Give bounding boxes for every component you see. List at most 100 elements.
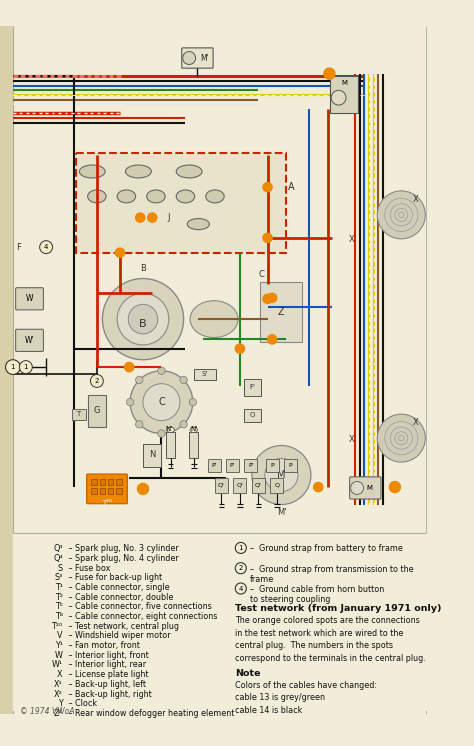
- Text: Colors of the cables have changed:
cable 13 is grey/green
cable 14 is black: Colors of the cables have changed: cable…: [235, 681, 377, 715]
- Circle shape: [263, 233, 272, 242]
- Text: P: P: [289, 463, 292, 468]
- Bar: [100, 488, 105, 495]
- Circle shape: [265, 459, 298, 492]
- Bar: [245, 379, 261, 395]
- Text: Y¹: Y¹: [55, 641, 63, 650]
- Text: Q⁴: Q⁴: [53, 554, 63, 563]
- Text: S: S: [58, 564, 63, 573]
- Bar: [245, 409, 261, 421]
- Text: J: J: [168, 213, 170, 222]
- Text: M': M': [200, 54, 209, 63]
- Bar: [143, 444, 162, 467]
- Text: – License plate light: – License plate light: [66, 670, 149, 679]
- Bar: [266, 460, 279, 472]
- FancyBboxPatch shape: [182, 48, 213, 68]
- Text: B: B: [139, 319, 147, 329]
- Text: – Fuse for back-up light: – Fuse for back-up light: [66, 573, 163, 583]
- Text: – Clock: – Clock: [66, 699, 98, 708]
- Bar: [108, 479, 113, 485]
- Text: – Back-up light, left: – Back-up light, left: [66, 680, 146, 689]
- Bar: [13, 533, 426, 710]
- Text: Note: Note: [235, 668, 261, 678]
- Circle shape: [117, 293, 169, 345]
- Ellipse shape: [190, 427, 198, 433]
- Text: W: W: [26, 295, 33, 304]
- Circle shape: [235, 344, 245, 354]
- Text: X: X: [349, 235, 355, 244]
- FancyBboxPatch shape: [16, 329, 43, 351]
- Text: –  Ground cable from horn button
to steering coupling: – Ground cable from horn button to steer…: [250, 585, 384, 604]
- Text: Q': Q': [237, 483, 243, 488]
- Circle shape: [331, 90, 346, 105]
- Bar: [116, 479, 122, 485]
- Bar: [260, 282, 301, 342]
- Text: X¹: X¹: [54, 680, 63, 689]
- Bar: [0, 25, 13, 714]
- Ellipse shape: [126, 165, 151, 178]
- Circle shape: [102, 278, 183, 360]
- Circle shape: [189, 398, 197, 406]
- Circle shape: [180, 421, 187, 428]
- Text: Y: Y: [58, 699, 63, 708]
- Bar: [270, 477, 283, 492]
- Text: Q': Q': [255, 483, 262, 488]
- Circle shape: [263, 183, 272, 192]
- Bar: [252, 477, 265, 492]
- Text: N: N: [149, 451, 155, 460]
- Circle shape: [128, 304, 158, 334]
- Text: W¹: W¹: [52, 660, 63, 669]
- Circle shape: [377, 414, 425, 462]
- Bar: [108, 488, 113, 495]
- Text: 4: 4: [238, 586, 243, 592]
- Text: Q: Q: [274, 483, 279, 488]
- Text: –  Ground strap from battery to frame: – Ground strap from battery to frame: [250, 545, 403, 554]
- Circle shape: [389, 481, 401, 492]
- FancyBboxPatch shape: [350, 477, 381, 499]
- Ellipse shape: [88, 190, 106, 203]
- Text: – Test network, central plug: – Test network, central plug: [66, 621, 180, 630]
- Text: – Cable connector, five connections: – Cable connector, five connections: [66, 602, 212, 612]
- Text: G: G: [94, 406, 100, 415]
- Text: A: A: [288, 182, 294, 192]
- Circle shape: [40, 241, 53, 254]
- Circle shape: [138, 484, 147, 494]
- Text: S': S': [202, 372, 208, 377]
- Bar: [91, 479, 97, 485]
- Text: – Fuse box: – Fuse box: [66, 564, 111, 573]
- Text: P': P': [211, 463, 217, 468]
- Bar: [215, 477, 228, 492]
- Text: 4: 4: [44, 244, 48, 250]
- Text: W': W': [25, 336, 34, 345]
- Ellipse shape: [190, 301, 238, 338]
- Text: X: X: [57, 670, 63, 679]
- Text: N': N': [190, 426, 197, 432]
- Bar: [284, 460, 297, 472]
- Text: T⁵: T⁵: [55, 602, 63, 612]
- Circle shape: [180, 376, 187, 383]
- Ellipse shape: [79, 165, 105, 178]
- Text: – Interior light, front: – Interior light, front: [66, 651, 149, 659]
- Circle shape: [158, 367, 165, 374]
- Text: O: O: [250, 412, 255, 418]
- Bar: [226, 460, 239, 472]
- Circle shape: [136, 376, 143, 383]
- Ellipse shape: [117, 190, 136, 203]
- Bar: [166, 432, 175, 457]
- Text: B: B: [140, 264, 146, 273]
- Ellipse shape: [176, 165, 202, 178]
- Ellipse shape: [187, 219, 210, 230]
- Text: 1: 1: [11, 364, 15, 370]
- Text: –  Ground strap from transmission to the
frame: – Ground strap from transmission to the …: [250, 565, 414, 584]
- Bar: [245, 460, 257, 472]
- Text: T: T: [76, 411, 81, 417]
- Text: T⁸: T⁸: [55, 612, 63, 621]
- Circle shape: [91, 374, 103, 387]
- Text: – Spark plug, No. 3 cylinder: – Spark plug, No. 3 cylinder: [66, 545, 179, 554]
- Text: S³: S³: [55, 573, 63, 583]
- Text: F: F: [17, 242, 21, 251]
- Text: X²: X²: [54, 689, 63, 698]
- Circle shape: [182, 51, 196, 64]
- Circle shape: [267, 335, 277, 344]
- Text: C: C: [258, 270, 264, 279]
- Ellipse shape: [146, 190, 165, 203]
